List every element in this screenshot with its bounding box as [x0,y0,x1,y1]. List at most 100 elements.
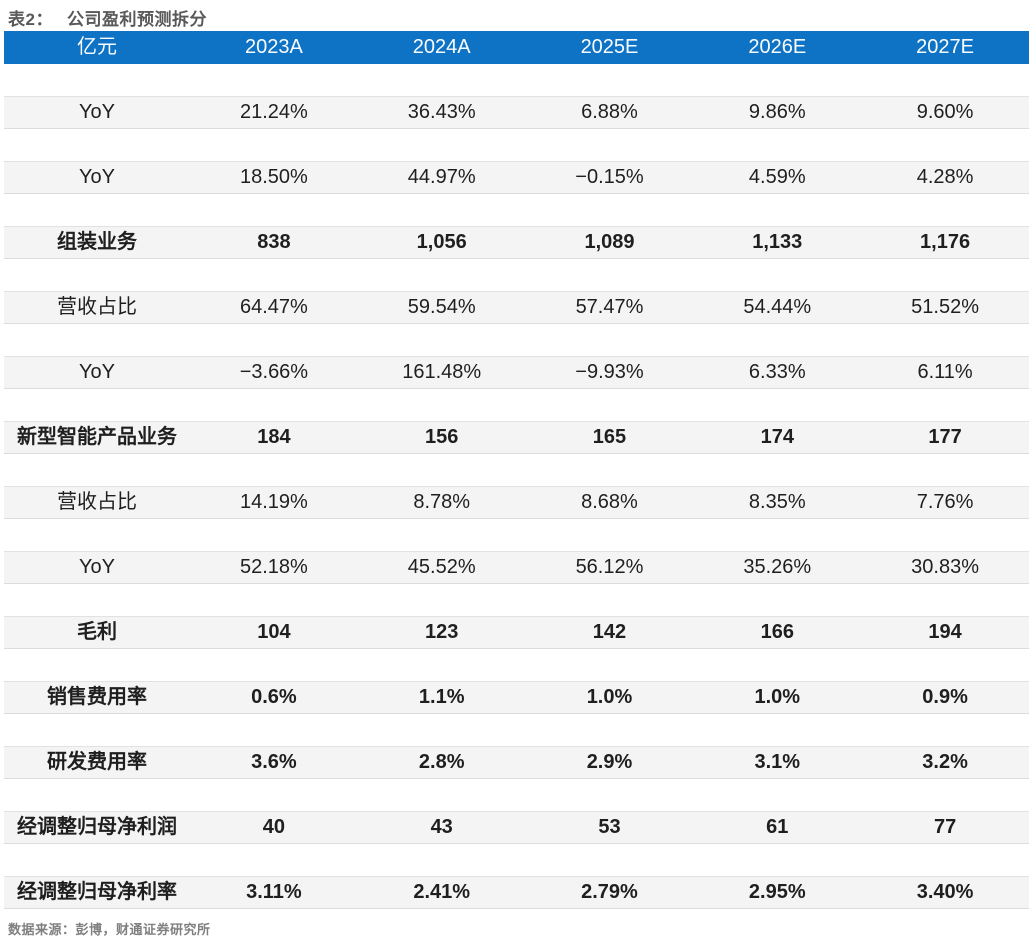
cell-value: 3.40% [916,881,974,903]
row-label: 新型智能产品业务 [17,426,177,448]
cell-value: 54.44% [743,296,812,318]
cell-value: 0.9% [922,686,968,708]
row-label: 销售费用率 [47,686,147,708]
row-label: 营收占比 [57,296,137,318]
cell-value: −3.66% [239,361,309,383]
row-label: 组装业务 [57,231,137,253]
cell-value: 59.54% [407,296,476,318]
table-row: YoY −3.66% 161.48% −9.93% 6.33% 6.11% [4,356,1029,389]
cell-value: 21.24% [239,101,308,123]
table-row: 毛利 104 123 142 166 194 [4,616,1029,649]
column-header-unit: 亿元 [77,36,117,58]
table-row: YoY 18.50% 44.97% −0.15% 4.59% 4.28% [4,161,1029,194]
cell-value: 1.0% [754,686,801,708]
cell-value: 77 [933,816,957,838]
cell-value: 1,176 [920,231,971,253]
row-label: 经调整归母净利润 [17,816,177,838]
cell-value: 1.0% [586,686,633,708]
cell-value: 3.11% [246,881,302,903]
table-row: 营收占比 64.47% 59.54% 57.47% 54.44% 51.52% [4,291,1029,324]
cell-value: 1,089 [584,231,635,253]
cell-value: 9.86% [748,101,806,123]
cell-value: 64.47% [239,296,308,318]
cell-value: 2.9% [586,751,633,773]
cell-value: 3.2% [922,751,968,773]
cell-value: 35.26% [743,556,812,578]
row-label: 经调整归母净利率 [17,881,177,903]
column-header-2026e: 2026E [748,36,807,58]
cell-value: 44.97% [407,166,476,188]
cell-value: 7.76% [916,491,974,513]
cell-value: 43 [430,816,453,838]
cell-value: 18.50% [239,166,308,188]
cell-value: 2.79% [581,881,638,903]
cell-value: 52.18% [239,556,308,578]
cell-value: 9.60% [916,101,974,123]
cell-value: 8.78% [413,491,471,513]
cell-value: 61 [766,816,789,838]
cell-value: 184 [257,426,291,448]
cell-value: 2.95% [748,881,806,903]
column-header-2024a: 2024A [412,36,471,58]
table-header-row: 亿元 2023A 2024A 2025E 2026E 2027E [4,31,1029,64]
profit-forecast-table: 亿元 2023A 2024A 2025E 2026E 2027E YoY 21.… [4,31,1029,941]
column-header-2025e: 2025E [580,36,639,58]
cell-value: 165 [592,426,627,448]
cell-value: 0.6% [251,686,297,708]
row-label: 营收占比 [57,491,137,513]
cell-value: 45.52% [407,556,476,578]
table-row: 经调整归母净利润 40 43 53 61 77 [4,811,1029,844]
cell-value: 174 [760,426,794,448]
cell-value: 177 [928,426,962,448]
cell-value: 166 [760,621,794,643]
table-row: 销售费用率 0.6% 1.1% 1.0% 1.0% 0.9% [4,681,1029,714]
row-label: 毛利 [77,621,117,643]
row-label: YoY [79,166,115,188]
row-label: YoY [79,556,115,578]
cell-value: 14.19% [239,491,308,513]
cell-value: 2.8% [418,751,465,773]
cell-value: 3.1% [754,751,801,773]
row-label: 研发费用率 [47,751,147,773]
cell-value: 56.12% [575,556,644,578]
table-row: 研发费用率 3.6% 2.8% 2.9% 3.1% 3.2% [4,746,1029,779]
cell-value: 156 [425,426,459,448]
table-title: 表2： 公司盈利预测拆分 [8,5,207,30]
table-row: 营收占比 14.19% 8.78% 8.68% 8.35% 7.76% [4,486,1029,519]
cell-value: 53 [598,816,621,838]
cell-value: 6.88% [581,101,638,123]
table-title-text: 公司盈利预测拆分 [66,10,207,29]
table-number: 表2： [8,10,53,29]
cell-value: −0.15% [575,166,644,188]
cell-value: 1.1% [418,686,465,708]
cell-value: 57.47% [575,296,644,318]
cell-value: 104 [257,621,291,643]
cell-value: 194 [928,621,962,643]
cell-value: 36.43% [407,101,476,123]
cell-value: 30.83% [911,556,979,578]
table-row: YoY 21.24% 36.43% 6.88% 9.86% 9.60% [4,96,1029,129]
cell-value: 8.68% [581,491,638,513]
cell-value: 3.6% [251,751,297,773]
cell-value: 838 [257,231,291,253]
row-label: YoY [79,361,115,383]
cell-value: 6.33% [748,361,806,383]
cell-value: 6.11% [917,361,973,383]
table-row: YoY 52.18% 45.52% 56.12% 35.26% 30.83% [4,551,1029,584]
cell-value: 1,056 [416,231,467,253]
cell-value: 51.52% [911,296,979,318]
cell-value: 40 [262,816,286,838]
cell-value: 142 [592,621,627,643]
cell-value: 161.48% [402,361,482,383]
column-header-2027e: 2027E [916,36,974,58]
cell-value: −9.93% [575,361,644,383]
table-row: 组装业务 838 1,056 1,089 1,133 1,176 [4,226,1029,259]
data-source-note: 数据来源：彭博，财通证券研究所 [8,922,211,937]
row-label: YoY [79,101,115,123]
cell-value: 4.28% [916,166,974,188]
cell-value: 4.59% [748,166,806,188]
cell-value: 8.35% [748,491,806,513]
cell-value: 1,133 [752,231,803,253]
table-row: 新型智能产品业务 184 156 165 174 177 [4,421,1029,454]
